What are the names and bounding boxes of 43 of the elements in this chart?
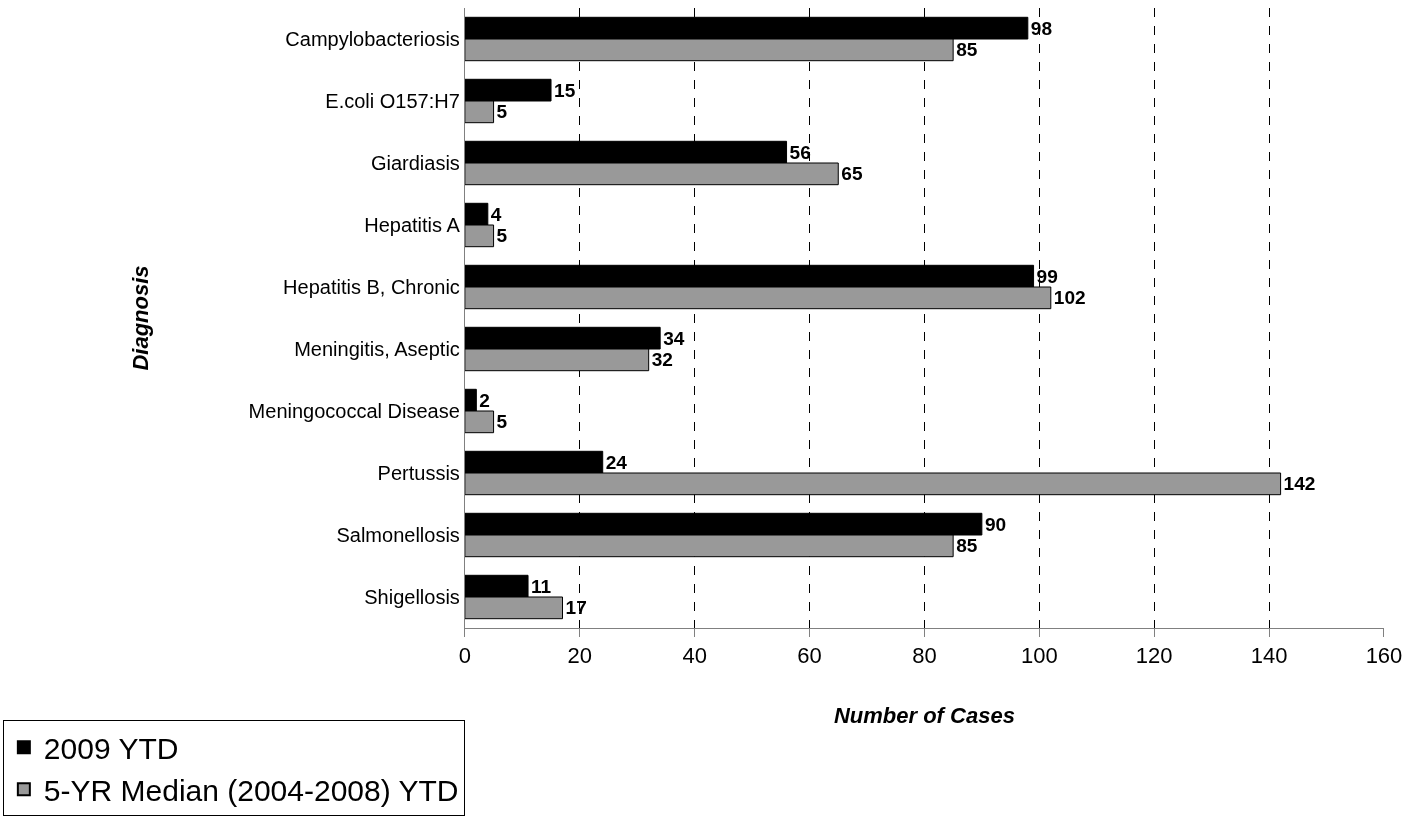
x-axis-title: Number of Cases: [833, 703, 1015, 729]
data-label: 15: [554, 79, 576, 101]
data-label: 65: [841, 163, 863, 185]
y-tick-label: Meningococcal Disease: [248, 400, 460, 422]
data-label: 102: [1053, 287, 1086, 309]
y-tick-label: Pertussis: [377, 462, 460, 484]
y-tick-label: Campylobacteriosis: [285, 28, 460, 50]
data-label: 32: [651, 349, 673, 371]
data-label: 98: [1030, 17, 1053, 39]
y-tick-label: E.coli O157:H7: [325, 90, 460, 112]
data-label: 2: [479, 389, 490, 411]
data-label: 24: [605, 451, 628, 473]
y-tick-label: Hepatitis B, Chronic: [283, 276, 460, 298]
x-tick-label: 0: [458, 643, 471, 669]
y-tick-label: Hepatitis A: [364, 214, 461, 236]
y-tick-label: Giardiasis: [370, 152, 460, 174]
data-label: 11: [531, 575, 552, 597]
y-tick-label: Meningitis, Aseptic: [294, 338, 460, 360]
data-label: 34: [663, 327, 685, 349]
x-tick-label: 60: [797, 643, 822, 669]
x-tick-label: 40: [682, 643, 707, 669]
data-label: 4: [490, 203, 502, 225]
x-tick-label: 140: [1250, 643, 1288, 669]
data-label: 90: [984, 513, 1007, 535]
data-label: 142: [1283, 473, 1316, 495]
data-label: 5: [496, 411, 508, 433]
data-label: 56: [789, 141, 811, 163]
y-axis-title: Diagnosis: [127, 265, 153, 371]
legend-label: 5-YR Median (2004-2008) YTD: [43, 774, 459, 808]
data-label: 99: [1036, 265, 1058, 287]
x-tick-label: 120: [1135, 643, 1173, 669]
legend-label: 2009 YTD: [43, 732, 179, 766]
data-label: 5: [496, 101, 508, 123]
y-tick-label: Salmonellosis: [336, 524, 460, 546]
data-label: 85: [956, 39, 978, 61]
data-label: 5: [496, 225, 508, 247]
data-label: 17: [565, 597, 587, 619]
x-tick-label: 20: [567, 643, 592, 669]
y-tick-label: Shigellosis: [364, 586, 460, 608]
x-tick-label: 100: [1020, 643, 1058, 669]
x-tick-label: 160: [1365, 643, 1403, 669]
data-label: 85: [956, 535, 978, 557]
x-tick-label: 80: [912, 643, 937, 669]
